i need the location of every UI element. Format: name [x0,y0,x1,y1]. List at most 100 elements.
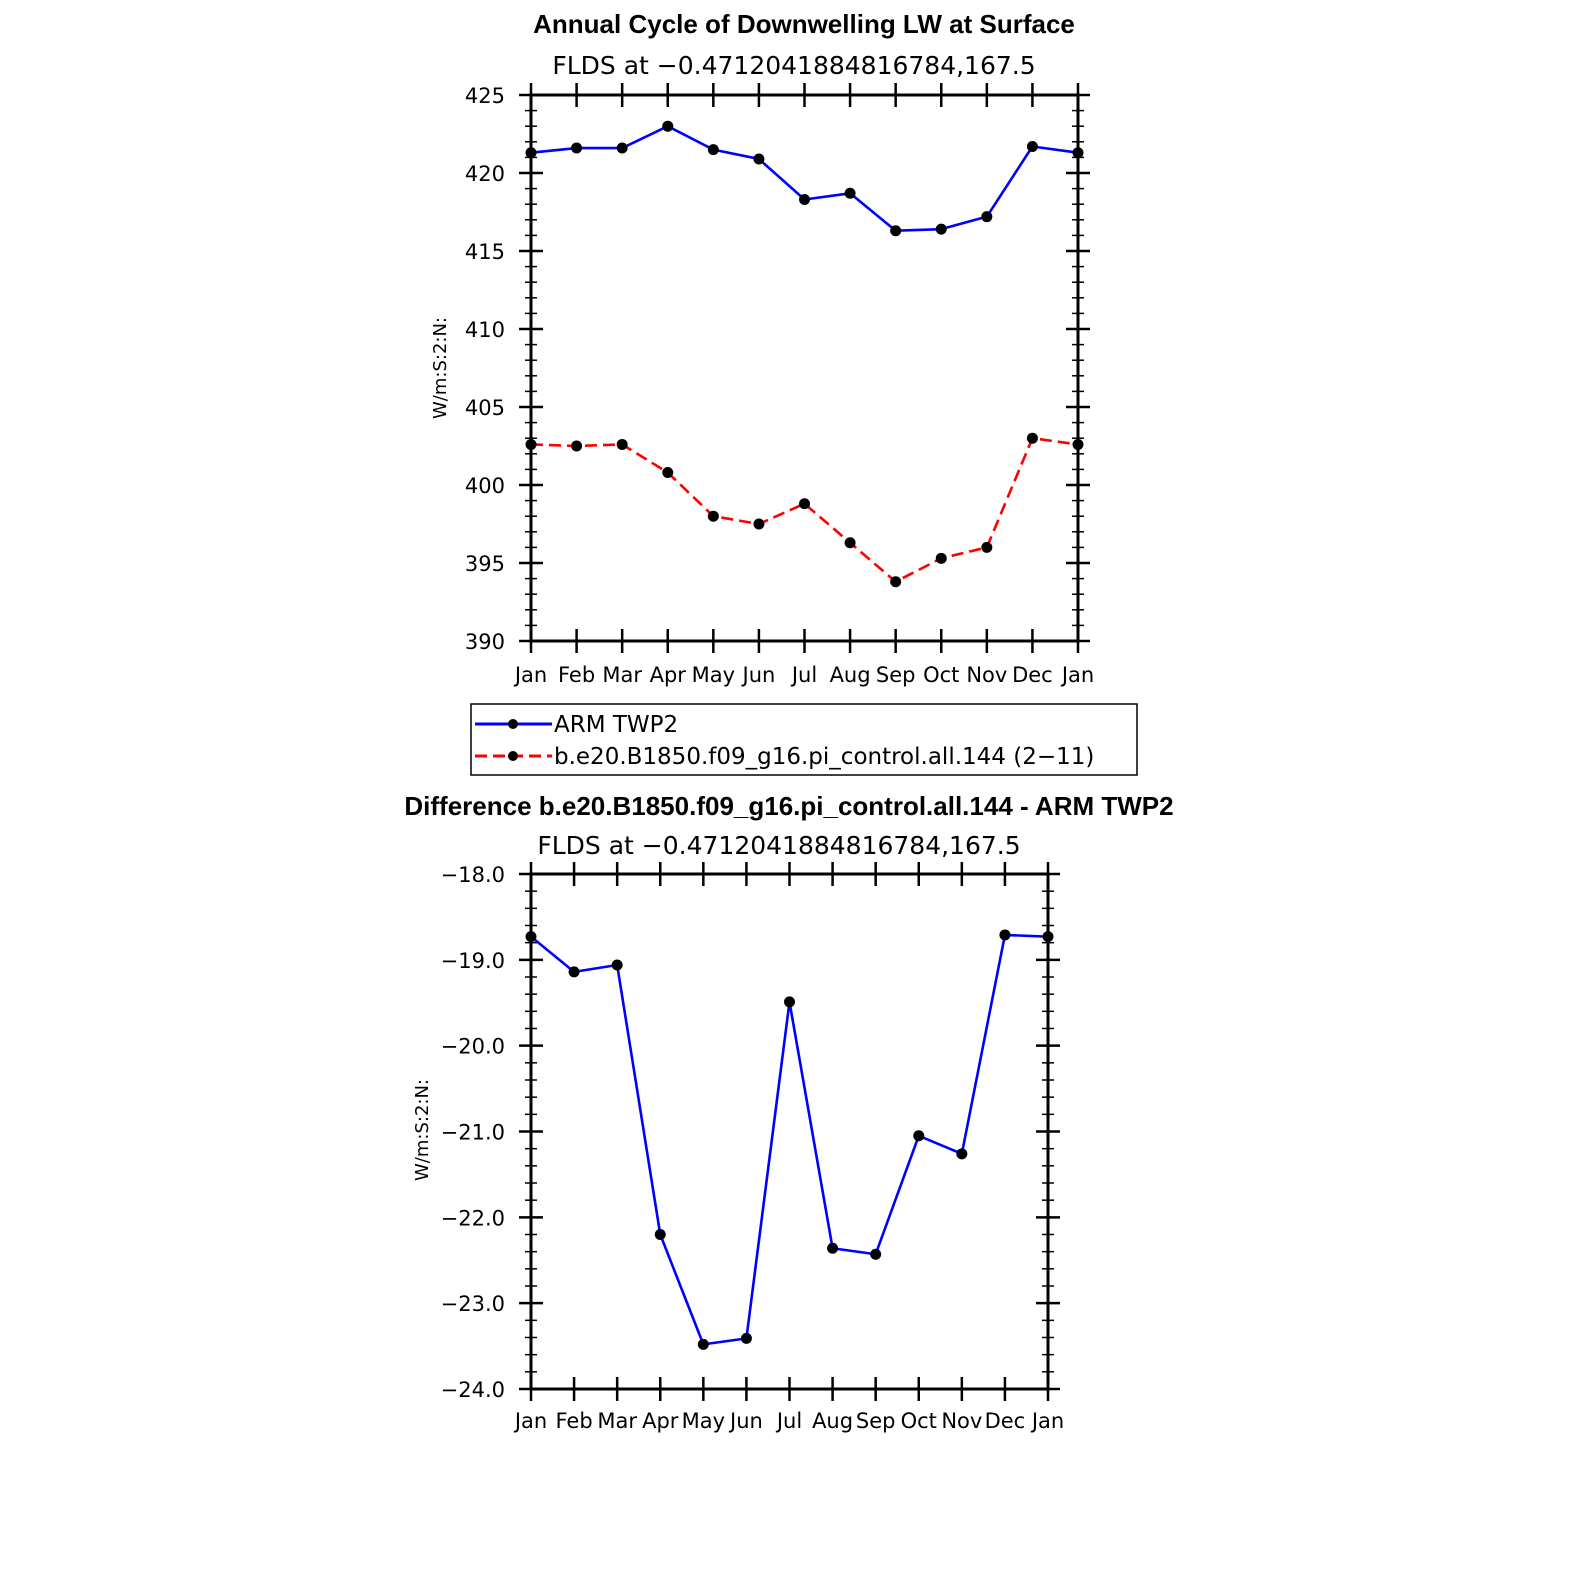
chart1-xtick-label: Sep [876,663,916,687]
chart2-ytick-label: −19.0 [441,949,505,973]
chart2-series [525,929,1054,1350]
chart2-series-0-point [784,996,795,1008]
chart2-ticks [519,862,1060,1401]
chart1-xtick-label: Feb [558,663,595,687]
chart2-xtick-label: May [682,1409,725,1433]
chart2-xtick-label: Dec [985,1409,1026,1433]
legend-marker-arm-twp2 [508,719,518,729]
chart1-series-1-point [662,467,674,479]
chart1-xtick-label: Mar [602,663,642,687]
chart1-series-0-point [935,223,947,235]
chart1-ytick-label: 410 [465,318,505,342]
chart1-ytick-label: 395 [465,552,505,576]
chart2-x-tick-labels: Jan Feb Mar Apr May Jun Jul Aug Sep Oct Nov Dec Jan [513,1409,1064,1433]
chart1-ytick-label: 415 [465,240,505,264]
chart1-xtick-label: May [692,663,735,687]
annual-cycle-chart: Annual Cycle of Downwelling LW at Surfac… [430,9,1094,687]
chart1-ytick-label: 420 [465,162,505,186]
chart1-xtick-label: Apr [650,663,687,687]
chart1-series [525,120,1084,588]
chart2-ytick-label: −20.0 [441,1035,505,1059]
chart1-series-1-line [530,436,1079,584]
chart1-series-0-point [753,153,765,165]
chart2-series-0-point [611,959,623,971]
chart1-series-0-point [890,225,902,237]
legend-box [470,703,1138,776]
legend-label-arm-twp2: ARM TWP2 [554,712,678,738]
chart2-series-0-point [568,966,580,978]
chart2-ytick-label: −24.0 [441,1378,505,1402]
chart2-ytick-label: −22.0 [441,1206,505,1230]
chart1-series-1-point [935,552,947,564]
chart1-xtick-label: Jun [741,663,776,687]
chart1-x-tick-labels: Jan Feb Mar Apr May Jun Jul Aug Sep Oct Nov Dec Jan [513,663,1094,687]
chart1-ytick-label: 425 [465,84,505,108]
chart1-series-1-point [616,438,628,450]
chart1-ytick-label: 400 [465,474,505,498]
chart2-xtick-label: Sep [856,1409,896,1433]
chart1-plot-frame [529,93,1080,643]
chart2-ytick-label: −21.0 [441,1121,505,1145]
chart2-xtick-label: Mar [597,1409,637,1433]
chart2-series-0-point [999,929,1011,941]
chart2-series-0-point [740,1332,752,1344]
chart1-xtick-label: Jan [1060,663,1094,687]
chart1-subtitle: FLDS at −0.4712041884816784,167.5 [552,51,1035,80]
chart1-series-1-point [571,440,583,452]
chart2-xtick-label: Feb [555,1409,592,1433]
chart2-xtick-label: Apr [642,1409,679,1433]
legend: ARM TWP2 b.e20.B1850.f09_g16.pi_control.… [470,703,1138,776]
chart1-ytick-label: 405 [465,396,505,420]
chart1-series-0-point [707,144,719,156]
legend-marker-model [508,751,518,761]
chart2-series-0-point [956,1148,968,1160]
chart1-series-0-line [530,124,1079,233]
chart1-y-axis-label: W/m:S:2:N: [430,317,451,419]
chart1-series-0-point [799,194,810,206]
chart2-xtick-label: Nov [941,1409,982,1433]
chart2-series-0-point [913,1130,925,1142]
chart2-series-0-point [870,1248,882,1260]
chart1-series-1-point [890,576,902,588]
chart2-series-0-point [827,1242,839,1254]
chart2-xtick-label: Jan [513,1409,547,1433]
chart2-xtick-label: Jul [775,1409,802,1433]
chart1-ytick-label: 390 [465,630,505,654]
chart1-xtick-label: Oct [923,663,959,687]
chart1-xtick-label: Aug [830,663,871,687]
chart1-series-1-point [753,518,765,530]
chart2-ytick-label: −23.0 [441,1292,505,1316]
chart1-xtick-label: Jul [790,663,817,687]
chart1-xtick-label: Jan [513,663,547,687]
chart2-xtick-label: Aug [812,1409,853,1433]
chart1-series-0-point [662,120,674,132]
chart1-series-0-point [571,142,583,154]
chart2-plot-frame [529,872,1050,1391]
chart1-series-1-point [844,537,856,549]
chart2-xtick-label: Jun [728,1409,763,1433]
chart1-ticks [519,83,1090,653]
chart1-series-1-point [981,541,993,553]
chart2-xtick-label: Jan [1030,1409,1064,1433]
chart2-ytick-label: −18.0 [441,863,505,887]
difference-chart: Difference b.e20.B1850.f09_g16.pi_contro… [404,791,1173,1433]
chart2-y-axis-label: W/m:S:2:N: [412,1079,433,1181]
chart2-series-0-line [530,933,1049,1346]
chart1-series-1-point [1026,432,1038,444]
chart1-xtick-label: Dec [1012,663,1053,687]
chart1-series-1-point [799,498,810,510]
legend-label-model: b.e20.B1850.f09_g16.pi_control.all.144 (… [554,744,1094,770]
chart1-xtick-label: Nov [966,663,1007,687]
chart2-xtick-label: Oct [901,1409,937,1433]
chart1-series-0-point [844,187,856,199]
chart1-series-1-point [707,510,719,522]
chart1-series-0-point [616,142,628,154]
chart1-y-tick-labels: 390 395 400 405 410 415 420 425 [465,84,505,654]
chart2-subtitle: FLDS at −0.4712041884816784,167.5 [537,831,1020,860]
chart1-title: Annual Cycle of Downwelling LW at Surfac… [533,9,1075,39]
chart2-title: Difference b.e20.B1850.f09_g16.pi_contro… [404,791,1173,821]
chart2-y-tick-labels: −24.0 −23.0 −22.0 −21.0 −20.0 −19.0 −18.0 [441,863,505,1402]
chart2-series-0-point [654,1229,666,1240]
chart1-series-0-point [981,211,993,223]
